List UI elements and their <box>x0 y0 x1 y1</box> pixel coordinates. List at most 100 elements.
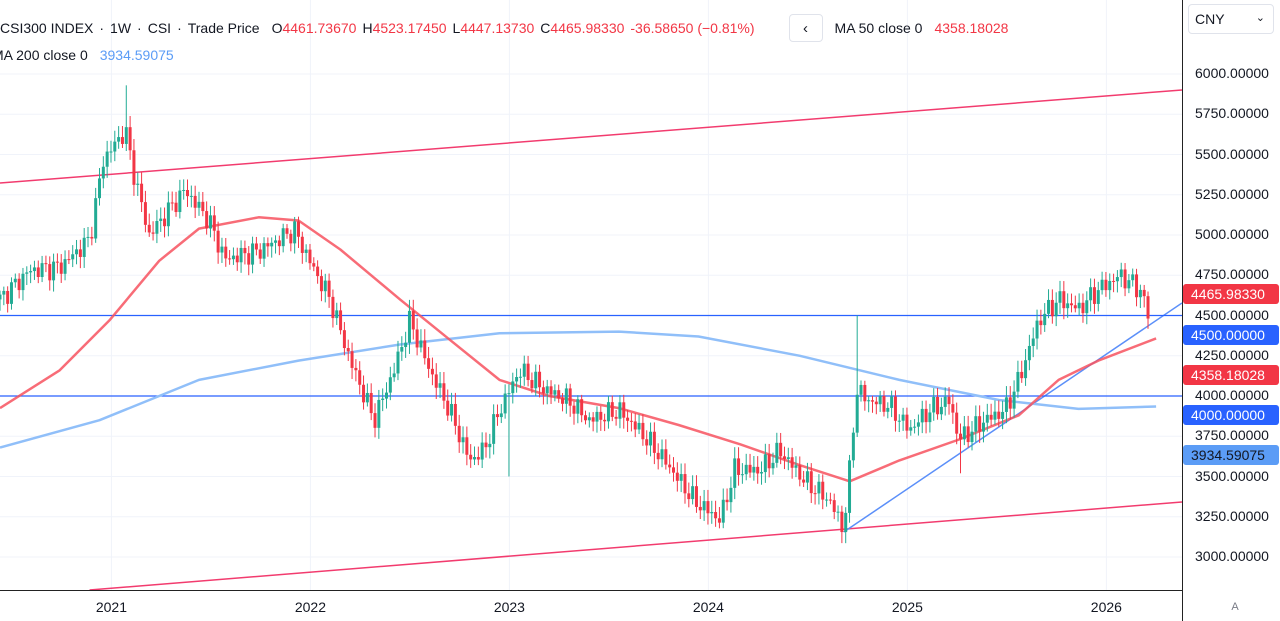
time-axis[interactable]: 2021 2022 2023 2024 2025 2026 <box>0 590 1182 621</box>
candle-body <box>193 195 197 208</box>
candle-body <box>1027 345 1031 361</box>
time-tick: 2025 <box>891 599 923 615</box>
candle-body <box>916 422 920 427</box>
candle-body <box>710 512 714 514</box>
candle-body <box>1012 391 1016 409</box>
price-tick: 3250.00000 <box>1195 507 1269 524</box>
candle-body <box>599 411 603 420</box>
candle-body <box>117 137 121 142</box>
candle-body <box>78 249 82 257</box>
candle-body <box>277 240 281 247</box>
candle-body <box>813 493 817 495</box>
candle-body <box>17 278 21 291</box>
candle-body <box>335 310 339 319</box>
candle-body <box>821 481 825 500</box>
price-tick: 4500.00000 <box>1195 306 1269 323</box>
candle-body <box>40 263 44 278</box>
legend-ma200: MA 200 close 0 3934.59075 <box>0 47 174 63</box>
auto-scale-button[interactable]: A <box>1231 601 1239 613</box>
ma50-line <box>0 216 1157 483</box>
open-label: O <box>271 20 283 36</box>
candle-body <box>300 236 304 253</box>
candle-body <box>515 377 519 382</box>
price-chart[interactable] <box>0 0 1182 590</box>
ma50-label[interactable]: MA 50 close 0 <box>834 20 923 36</box>
symbol-name[interactable]: CSI300 INDEX <box>0 20 94 36</box>
candle-body <box>614 416 618 419</box>
candle-body <box>660 449 664 460</box>
candle-body <box>626 417 630 421</box>
price-tick: 4250.00000 <box>1195 346 1269 363</box>
candle-body <box>63 259 67 274</box>
candle-body <box>346 348 350 352</box>
candle-body <box>656 452 660 460</box>
candle-body <box>568 388 572 406</box>
candle-body <box>220 246 224 253</box>
candle-body <box>576 399 580 414</box>
candle-body <box>327 280 331 297</box>
candle-body <box>1123 269 1127 289</box>
candle-body <box>985 414 989 423</box>
candle-body <box>197 201 201 208</box>
ma200-value: 3934.59075 <box>99 47 174 63</box>
candle-body <box>553 390 557 395</box>
candle-body <box>893 396 897 421</box>
candle-body <box>316 266 320 277</box>
candle-body <box>798 465 802 480</box>
candle-body <box>679 474 683 481</box>
candle-body <box>312 263 316 267</box>
collapse-legend-button[interactable]: ‹ <box>788 14 823 42</box>
candle-body <box>289 233 293 244</box>
candle-body <box>373 413 377 428</box>
candle-body <box>67 259 71 261</box>
ma50-value: 4358.18028 <box>934 20 1009 36</box>
candle-body <box>465 437 469 455</box>
candle-body <box>878 396 882 405</box>
candle-body <box>557 390 561 399</box>
candle-body <box>48 264 52 281</box>
candle-body <box>189 195 193 197</box>
candle-body <box>476 457 480 460</box>
candle-body <box>36 267 40 278</box>
candle-body <box>595 411 599 422</box>
candle-body <box>208 215 212 229</box>
candle-body <box>488 443 492 448</box>
candle-body <box>163 218 167 227</box>
candle-body <box>545 386 549 394</box>
candle-body <box>836 511 840 513</box>
candle-body <box>1138 289 1142 298</box>
candle-body <box>503 393 507 414</box>
candle-body <box>603 419 607 422</box>
candle-body <box>725 499 729 503</box>
candle-body <box>962 426 966 440</box>
candle-body <box>228 258 232 260</box>
candle-body <box>1062 291 1066 309</box>
candle-body <box>350 351 354 368</box>
low-label: L <box>452 20 461 36</box>
candle-body <box>1115 277 1119 282</box>
candle-body <box>243 247 247 254</box>
price-tag: 3934.59075 <box>1183 445 1279 466</box>
candle-body <box>989 414 993 420</box>
candle-body <box>442 383 446 401</box>
candle-body <box>580 399 584 416</box>
candle-body <box>308 249 312 264</box>
candle-body <box>1089 287 1093 301</box>
candle-body <box>828 499 832 501</box>
high-value: 4523.17450 <box>372 20 447 36</box>
candle-body <box>461 437 465 443</box>
candle-body <box>450 403 454 416</box>
candle-body <box>870 400 874 402</box>
interval[interactable]: 1W <box>110 20 132 36</box>
candle-body <box>140 183 144 203</box>
candle-body <box>113 141 117 152</box>
candle-body <box>155 220 159 234</box>
price-axis[interactable]: 3000.00000 3250.00000 3500.00000 3750.00000… <box>1182 0 1280 621</box>
price-type: Trade Price <box>187 20 260 36</box>
candle-body <box>381 398 385 400</box>
candle-body <box>805 471 809 483</box>
ma200-label[interactable]: MA 200 close 0 <box>0 47 88 63</box>
candle-body <box>790 457 794 468</box>
currency-select[interactable]: CNY ⌄ <box>1188 4 1274 34</box>
candle-body <box>775 442 779 463</box>
